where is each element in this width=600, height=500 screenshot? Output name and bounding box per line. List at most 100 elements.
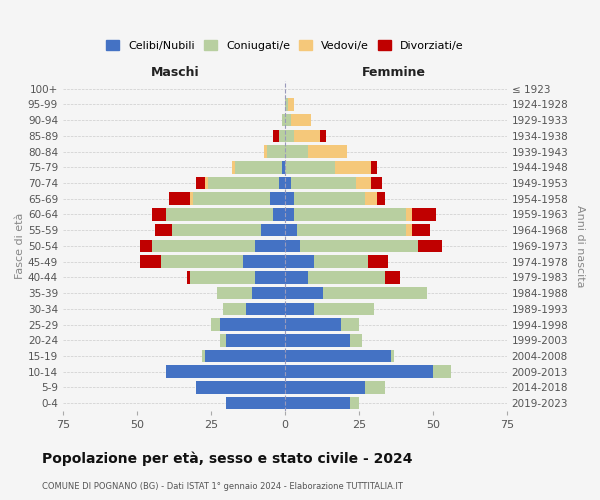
Bar bbox=[320, 130, 326, 142]
Text: Femmine: Femmine bbox=[362, 66, 426, 80]
Bar bbox=[350, 397, 359, 409]
Bar bbox=[282, 114, 285, 126]
Bar bbox=[418, 240, 442, 252]
Bar bbox=[406, 208, 412, 221]
Bar bbox=[412, 208, 436, 221]
Bar bbox=[140, 256, 161, 268]
Legend: Celibi/Nubili, Coniugati/e, Vedovi/e, Divorziati/e: Celibi/Nubili, Coniugati/e, Vedovi/e, Di… bbox=[106, 40, 464, 51]
Bar bbox=[193, 192, 270, 205]
Bar bbox=[288, 98, 293, 110]
Bar bbox=[350, 334, 362, 346]
Bar bbox=[285, 161, 335, 173]
Bar bbox=[255, 271, 285, 283]
Bar bbox=[406, 224, 412, 236]
Bar bbox=[368, 256, 388, 268]
Bar bbox=[293, 208, 406, 221]
Bar bbox=[220, 334, 226, 346]
Bar bbox=[217, 287, 252, 300]
Bar bbox=[196, 381, 285, 394]
Bar bbox=[299, 240, 418, 252]
Bar bbox=[285, 397, 350, 409]
Bar bbox=[172, 224, 261, 236]
Bar bbox=[285, 240, 299, 252]
Bar bbox=[235, 161, 282, 173]
Bar bbox=[365, 381, 385, 394]
Bar bbox=[285, 224, 296, 236]
Bar bbox=[140, 240, 152, 252]
Bar bbox=[252, 287, 285, 300]
Bar bbox=[261, 224, 285, 236]
Bar bbox=[391, 350, 394, 362]
Bar bbox=[279, 176, 285, 190]
Bar bbox=[166, 366, 285, 378]
Bar bbox=[226, 397, 285, 409]
Y-axis label: Fasce di età: Fasce di età bbox=[15, 212, 25, 279]
Bar bbox=[291, 176, 356, 190]
Bar bbox=[208, 176, 279, 190]
Bar bbox=[433, 366, 451, 378]
Text: Maschi: Maschi bbox=[151, 66, 200, 80]
Bar bbox=[296, 224, 406, 236]
Bar bbox=[161, 256, 244, 268]
Bar bbox=[308, 146, 347, 158]
Bar bbox=[226, 334, 285, 346]
Bar bbox=[205, 350, 285, 362]
Bar bbox=[285, 350, 391, 362]
Bar bbox=[285, 302, 314, 315]
Bar bbox=[285, 318, 341, 331]
Bar bbox=[293, 192, 365, 205]
Bar bbox=[273, 130, 279, 142]
Y-axis label: Anni di nascita: Anni di nascita bbox=[575, 204, 585, 287]
Bar bbox=[211, 318, 220, 331]
Bar bbox=[267, 146, 285, 158]
Bar bbox=[282, 161, 285, 173]
Bar bbox=[244, 256, 285, 268]
Bar bbox=[412, 224, 430, 236]
Bar bbox=[335, 161, 371, 173]
Bar bbox=[270, 192, 285, 205]
Bar bbox=[291, 114, 311, 126]
Bar bbox=[314, 302, 374, 315]
Bar bbox=[308, 271, 385, 283]
Bar bbox=[314, 256, 368, 268]
Bar bbox=[187, 271, 190, 283]
Bar bbox=[285, 366, 433, 378]
Bar bbox=[202, 350, 205, 362]
Bar bbox=[285, 271, 308, 283]
Bar bbox=[285, 146, 308, 158]
Bar bbox=[341, 318, 359, 331]
Bar bbox=[264, 146, 267, 158]
Bar bbox=[371, 176, 382, 190]
Text: COMUNE DI POGNANO (BG) - Dati ISTAT 1° gennaio 2024 - Elaborazione TUTTITALIA.IT: COMUNE DI POGNANO (BG) - Dati ISTAT 1° g… bbox=[42, 482, 403, 491]
Bar bbox=[371, 161, 377, 173]
Bar bbox=[365, 192, 377, 205]
Bar bbox=[169, 192, 190, 205]
Bar bbox=[190, 192, 193, 205]
Bar bbox=[247, 302, 285, 315]
Bar bbox=[196, 176, 205, 190]
Bar bbox=[323, 287, 427, 300]
Bar bbox=[293, 130, 320, 142]
Bar bbox=[356, 176, 371, 190]
Bar bbox=[220, 318, 285, 331]
Bar bbox=[285, 381, 365, 394]
Bar bbox=[285, 98, 288, 110]
Bar bbox=[285, 130, 293, 142]
Bar bbox=[255, 240, 285, 252]
Bar bbox=[285, 287, 323, 300]
Bar bbox=[152, 208, 166, 221]
Bar bbox=[279, 130, 285, 142]
Bar bbox=[273, 208, 285, 221]
Bar bbox=[166, 208, 273, 221]
Bar bbox=[232, 161, 235, 173]
Bar bbox=[155, 224, 172, 236]
Bar bbox=[285, 334, 350, 346]
Text: Popolazione per età, sesso e stato civile - 2024: Popolazione per età, sesso e stato civil… bbox=[42, 451, 413, 466]
Bar bbox=[285, 256, 314, 268]
Bar bbox=[285, 176, 291, 190]
Bar bbox=[385, 271, 400, 283]
Bar bbox=[285, 114, 291, 126]
Bar bbox=[190, 271, 255, 283]
Bar bbox=[223, 302, 247, 315]
Bar bbox=[205, 176, 208, 190]
